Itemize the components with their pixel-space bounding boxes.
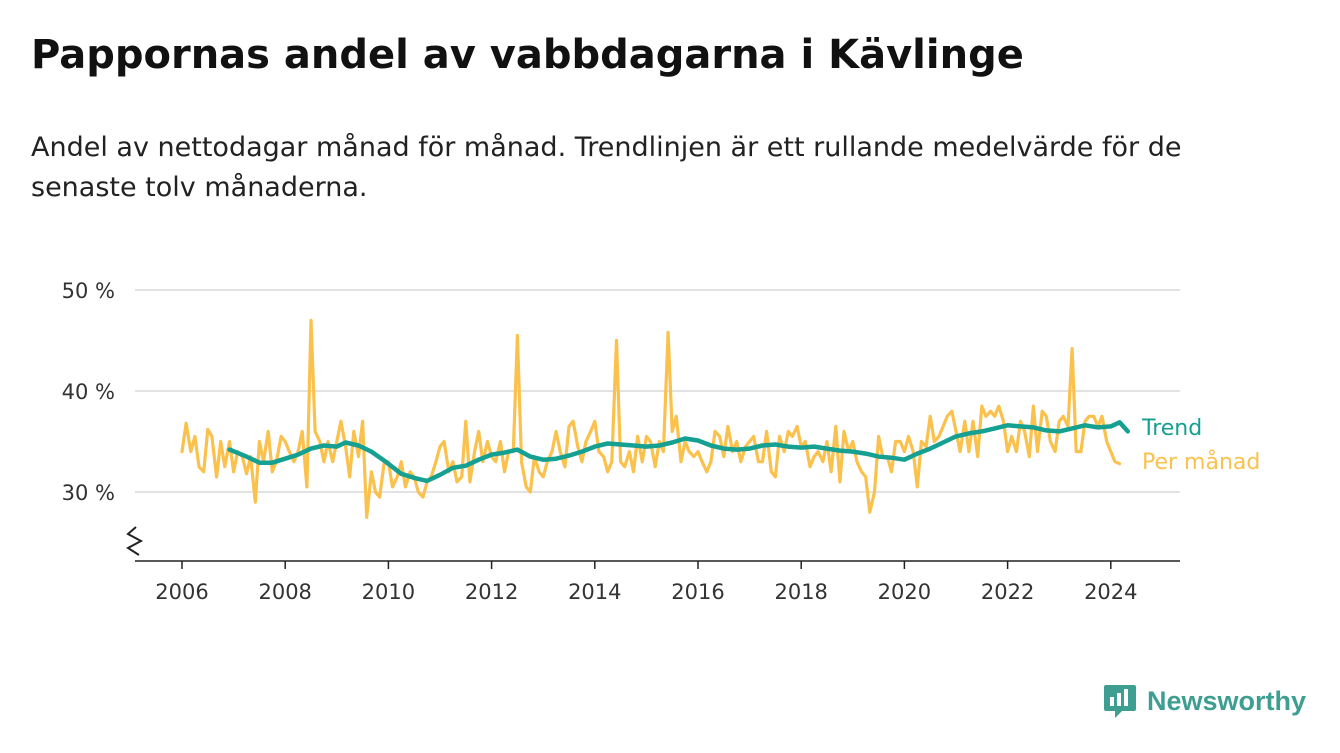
brand-name: Newsworthy	[1147, 685, 1307, 716]
y-axis-ticks: 30 % 40 % 50 %	[62, 279, 115, 505]
x-tick-label: 2022	[981, 580, 1034, 604]
y-tick-label: 40 %	[62, 380, 115, 404]
x-tick-label: 2008	[258, 580, 311, 604]
y-tick-label: 50 %	[62, 279, 115, 303]
axis-break-icon	[126, 526, 144, 556]
x-tick-label: 2014	[568, 580, 621, 604]
x-axis-ticks: 2006 2008 2010 2012 2014 2016 2018 2020 2022 2024	[155, 561, 1138, 604]
x-tick-label: 2010	[362, 580, 415, 604]
x-tick-label: 2016	[671, 580, 724, 604]
series-group	[180, 318, 1131, 519]
x-tick-label: 2012	[465, 580, 518, 604]
x-tick-label: 2018	[774, 580, 827, 604]
x-tick-label: 2020	[878, 580, 931, 604]
x-tick-label: 2006	[155, 580, 208, 604]
series-label-trend: Trend	[1141, 416, 1202, 441]
series-labels: Per månad Trend	[1141, 416, 1260, 475]
newsworthy-logo-icon	[1104, 685, 1136, 718]
y-tick-label: 30 %	[62, 481, 115, 505]
chart-title: Pappornas andel av vabbdagarna i Kävling…	[31, 32, 1024, 78]
series-label-per-manad: Per månad	[1142, 449, 1260, 475]
chart-subtitle: Andel av nettodagar månad för månad. Tre…	[31, 132, 1182, 203]
x-tick-label: 2024	[1084, 580, 1137, 604]
series-line-trend	[227, 420, 1131, 484]
series-line-per-manad	[180, 318, 1122, 519]
newsworthy-logo: Newsworthy	[1103, 683, 1306, 719]
